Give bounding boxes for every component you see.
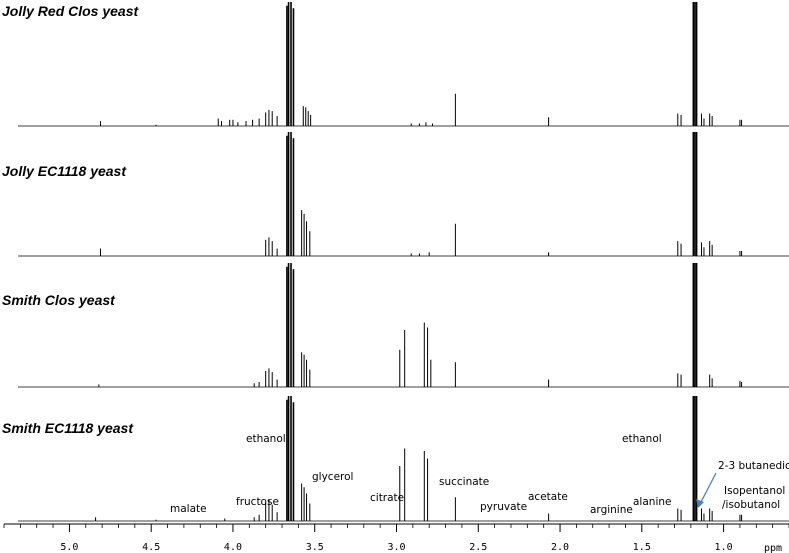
annotation-acetate: acetate — [528, 491, 568, 503]
annotation-isobutanol: /isobutanol — [722, 499, 780, 511]
annotation-isopentanol: Isopentanol — [724, 485, 785, 497]
title-jolly-ec1118: Jolly EC1118 yeast — [2, 163, 127, 179]
spectrum-4 — [18, 396, 789, 522]
annotation-citrate: citrate — [370, 492, 404, 504]
spectrum-2 — [18, 132, 789, 257]
x-tick-label: 3.0 — [387, 542, 405, 553]
x-tick-label: 2.0 — [551, 542, 569, 553]
x-tick-label: 4.0 — [224, 542, 242, 553]
spectrum-3 — [18, 263, 789, 388]
title-smith-ec1118: Smith EC1118 yeast — [2, 420, 134, 436]
spectrum-1 — [18, 2, 789, 127]
x-axis: 5.0 4.5 4.0 3.5 3.0 2.5 2.0 1.5 1.0 ppm — [3, 523, 789, 553]
spectrum-titles: Jolly Red Clos yeast Jolly EC1118 yeast … — [2, 3, 140, 436]
annotation-alanine: alanine — [633, 496, 671, 508]
annotation-arginine: arginine — [590, 504, 633, 516]
annotation-pyruvate: pyruvate — [480, 501, 527, 513]
annotation-fructose: fructose — [236, 496, 279, 508]
butanediol-arrow — [696, 472, 717, 508]
annotation-succinate: succinate — [439, 476, 489, 488]
annotation-malate: malate — [170, 503, 207, 515]
x-tick-label: 5.0 — [60, 542, 78, 553]
x-tick-label: 2.5 — [469, 542, 487, 553]
annotation-ethanol-left: ethanol — [246, 433, 286, 445]
x-axis-minor-ticks — [3, 524, 789, 528]
x-tick-label: 1.0 — [715, 542, 733, 553]
title-jolly-red-clos: Jolly Red Clos yeast — [2, 3, 140, 19]
peak-annotations: malate fructose ethanol glycerol citrate… — [170, 433, 789, 516]
x-tick-label: 4.5 — [142, 542, 160, 553]
x-tick-label: 1.5 — [633, 542, 651, 553]
arrow-shaft — [700, 472, 717, 503]
x-axis-major-ticks: 5.0 4.5 4.0 3.5 3.0 2.5 2.0 1.5 1.0 — [60, 524, 733, 553]
annotation-glycerol: glycerol — [312, 471, 353, 483]
arrow-head-icon — [696, 499, 704, 508]
annotation-butanediol: 2-3 butanediol — [718, 460, 789, 472]
annotation-ethanol-right: ethanol — [622, 433, 662, 445]
title-smith-clos: Smith Clos yeast — [2, 292, 116, 308]
x-tick-label: 3.5 — [306, 542, 324, 553]
spectra-group — [18, 2, 789, 522]
x-axis-unit-label: ppm — [764, 543, 782, 553]
